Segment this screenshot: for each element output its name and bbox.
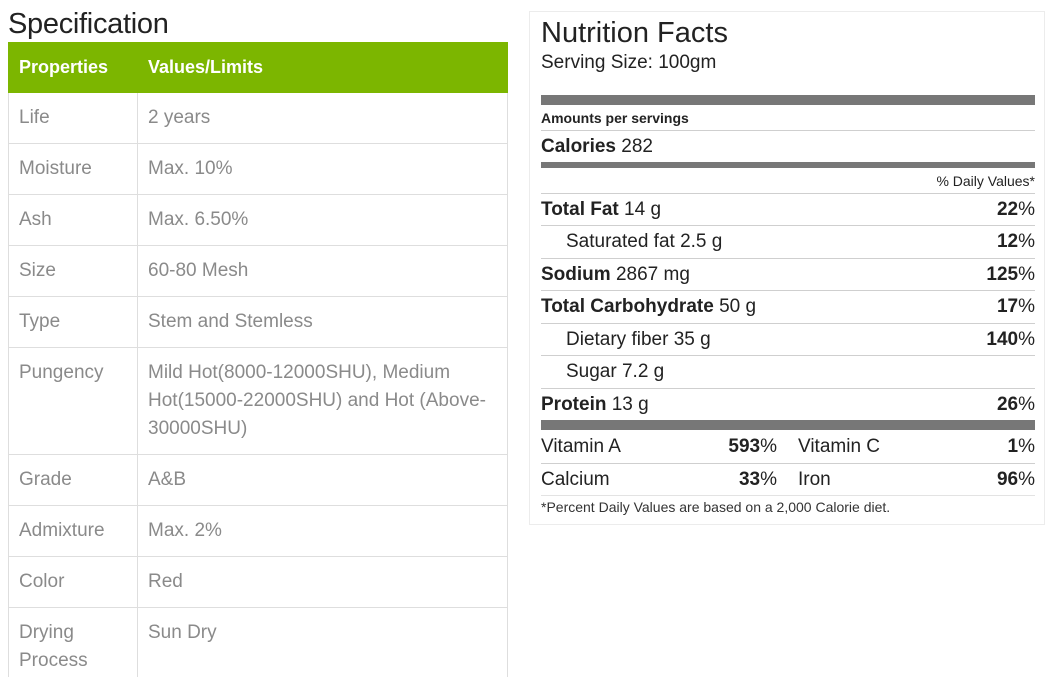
thick-divider	[541, 420, 1035, 430]
percent-sign: %	[1018, 199, 1035, 220]
divider	[541, 323, 1035, 324]
specification-table: Properties Values/Limits Life 2 years Mo…	[8, 42, 508, 677]
nutrient-dv-value: 12	[996, 231, 1019, 252]
nutrient-name: Total Carbohydrate	[541, 296, 714, 317]
value-cell: Mild Hot(8000-12000SHU), Medium Hot(1500…	[137, 347, 508, 455]
property-cell: Moisture	[8, 143, 138, 195]
table-row: Type Stem and Stemless	[8, 296, 508, 348]
divider	[541, 290, 1035, 291]
nutrient-amount: 2.5 g	[680, 231, 723, 252]
nutrient-amount: 2867 mg	[615, 264, 690, 285]
footnote: *Percent Daily Values are based on a 2,0…	[541, 499, 891, 515]
percent-sign: %	[760, 469, 777, 490]
nutrition-facts-title: Nutrition Facts	[541, 17, 728, 49]
nutrition-facts-panel: Nutrition Facts Serving Size: 100gm Amou…	[529, 11, 1045, 525]
vitamin-value: 1	[1007, 436, 1019, 457]
nutrient-name: Saturated fat	[566, 231, 675, 252]
value-cell: Max. 2%	[137, 505, 508, 557]
nutrient-name: Total Fat	[541, 199, 619, 220]
percent-sign: %	[1018, 436, 1035, 457]
divider	[541, 495, 1035, 496]
property-cell: Life	[8, 92, 138, 144]
value-cell: Stem and Stemless	[137, 296, 508, 348]
divider	[541, 355, 1035, 356]
calories-label: Calories	[541, 136, 616, 157]
vitamin-name: Iron	[798, 469, 831, 490]
table-row: Drying Process Sun Dry	[8, 607, 508, 677]
nutrient-dv-value: 22	[996, 199, 1019, 220]
nutrient-amount: 50 g	[719, 296, 757, 317]
value-cell: Red	[137, 556, 508, 608]
table-row: Life 2 years	[8, 92, 508, 144]
property-cell: Grade	[8, 454, 138, 506]
column-header-properties: Properties	[8, 42, 138, 93]
table-header-row: Properties Values/Limits	[8, 42, 508, 93]
percent-sign: %	[1018, 469, 1035, 490]
calories-value: 282	[621, 136, 653, 157]
table-row: Color Red	[8, 556, 508, 608]
vitamin-name: Vitamin A	[541, 436, 621, 457]
divider	[541, 193, 1035, 194]
percent-sign: %	[1018, 231, 1035, 252]
nutrient-amount: 13 g	[611, 394, 649, 415]
serving-size: Serving Size: 100gm	[541, 52, 717, 73]
percent-sign: %	[760, 436, 777, 457]
thick-divider	[541, 95, 1035, 105]
vitamin-name: Calcium	[541, 469, 610, 490]
property-cell: Drying Process	[8, 607, 138, 677]
specification-title: Specification	[8, 8, 169, 40]
divider	[541, 258, 1035, 259]
property-cell: Admixture	[8, 505, 138, 557]
table-row: Ash Max. 6.50%	[8, 194, 508, 246]
value-cell: Max. 10%	[137, 143, 508, 195]
value-cell: Sun Dry	[137, 607, 508, 677]
daily-values-label: % Daily Values*	[936, 173, 1035, 189]
nutrient-dv-value: 26	[996, 394, 1019, 415]
table-row: Moisture Max. 10%	[8, 143, 508, 195]
divider	[541, 463, 1035, 464]
value-cell: Max. 6.50%	[137, 194, 508, 246]
property-cell: Ash	[8, 194, 138, 246]
percent-sign: %	[1018, 394, 1035, 415]
divider	[541, 388, 1035, 389]
percent-sign: %	[1018, 264, 1035, 285]
percent-sign: %	[1018, 329, 1035, 350]
percent-sign: %	[1018, 296, 1035, 317]
nutrient-name: Dietary fiber	[566, 329, 669, 350]
nutrient-name: Protein	[541, 394, 607, 415]
nutrient-name: Sodium	[541, 264, 611, 285]
property-cell: Color	[8, 556, 138, 608]
value-cell: A&B	[137, 454, 508, 506]
table-row: Size 60-80 Mesh	[8, 245, 508, 297]
vitamin-value: 96	[996, 469, 1019, 490]
nutrient-amount: 14 g	[624, 199, 662, 220]
vitamin-name: Vitamin C	[798, 436, 881, 457]
value-cell: 2 years	[137, 92, 508, 144]
nutrient-amount: 7.2 g	[621, 361, 665, 382]
nutrient-dv-value: 125	[986, 264, 1019, 285]
divider	[541, 225, 1035, 226]
table-row: Pungency Mild Hot(8000-12000SHU), Medium…	[8, 347, 508, 455]
nutrient-name: Sugar	[566, 361, 617, 382]
property-cell: Type	[8, 296, 138, 348]
vitamin-value: 593	[728, 436, 761, 457]
nutrient-amount: 35 g	[673, 329, 711, 350]
column-header-values: Values/Limits	[137, 42, 508, 93]
table-row: Grade A&B	[8, 454, 508, 506]
divider	[541, 130, 1035, 131]
value-cell: 60-80 Mesh	[137, 245, 508, 297]
property-cell: Size	[8, 245, 138, 297]
medium-divider	[541, 162, 1035, 168]
nutrient-dv-value: 17	[996, 296, 1019, 317]
vitamin-value: 33	[738, 469, 761, 490]
specification-section: Specification Properties Values/Limits L…	[8, 6, 508, 677]
table-row: Admixture Max. 2%	[8, 505, 508, 557]
property-cell: Pungency	[8, 347, 138, 455]
amounts-per-serving-label: Amounts per servings	[541, 110, 689, 126]
nutrient-dv-value: 140	[986, 329, 1019, 350]
